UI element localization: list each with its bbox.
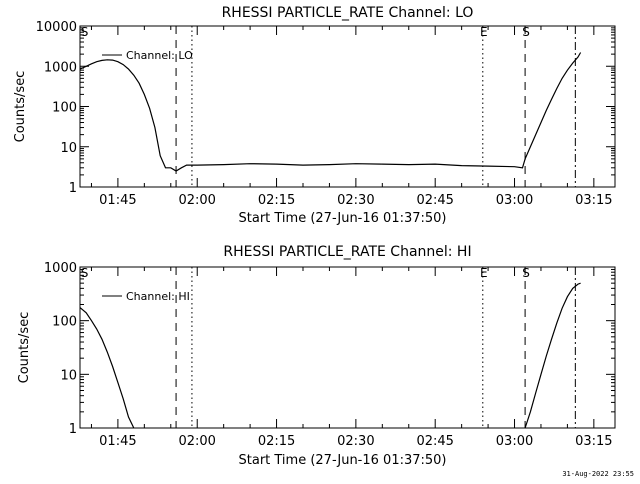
event-marker-label: E: [480, 266, 488, 280]
chart-title: RHESSI PARTICLE_RATE Channel: HI: [223, 244, 471, 260]
x-axis-label: Start Time (27-Jun-16 01:37:50): [239, 211, 447, 226]
event-marker-label: E: [480, 25, 488, 39]
x-axis-label: Start Time (27-Jun-16 01:37:50): [239, 453, 447, 468]
y-tick-label: 10: [60, 368, 77, 383]
x-tick-label: 02:30: [337, 434, 374, 449]
x-tick-label: 01:45: [99, 434, 136, 449]
legend-label: Channel: LO: [126, 49, 193, 62]
y-tick-label: 100: [52, 101, 77, 116]
x-tick-label: 02:15: [258, 193, 295, 208]
timestamp-stamp: 31-Aug-2022 23:55: [562, 470, 634, 478]
legend-label: Channel: HI: [126, 290, 190, 303]
x-tick-label: 03:15: [575, 193, 612, 208]
y-axis-label: Counts/sec: [17, 312, 32, 384]
x-tick-label: 02:00: [178, 434, 215, 449]
x-tick-label: 03:00: [496, 193, 533, 208]
x-tick-label: 02:00: [178, 193, 215, 208]
x-tick-label: 02:45: [416, 193, 453, 208]
x-tick-label: 02:30: [337, 193, 374, 208]
series-line: [79, 52, 582, 172]
x-tick-label: 03:15: [575, 434, 612, 449]
plot-frame: [79, 266, 616, 429]
y-tick-label: 100: [52, 315, 77, 330]
y-tick-label: 10000: [36, 20, 77, 35]
x-tick-label: 03:00: [496, 434, 533, 449]
x-tick-label: 02:45: [416, 434, 453, 449]
chart-title: RHESSI PARTICLE_RATE Channel: LO: [222, 5, 474, 21]
x-tick-label: 01:45: [99, 193, 136, 208]
y-tick-label: 1000: [44, 261, 77, 276]
y-tick-label: 1: [69, 422, 77, 437]
y-tick-label: 10: [60, 141, 77, 156]
series-line: [79, 282, 581, 429]
y-axis-label: Counts/sec: [13, 71, 28, 143]
x-tick-label: 02:15: [258, 434, 295, 449]
y-tick-label: 1000: [44, 60, 77, 75]
event-marker-label: S: [81, 25, 89, 39]
event-marker-label: S: [522, 266, 530, 280]
event-marker-label: S: [522, 25, 530, 39]
event-marker-label: S: [81, 266, 89, 280]
y-tick-label: 1: [69, 181, 77, 196]
